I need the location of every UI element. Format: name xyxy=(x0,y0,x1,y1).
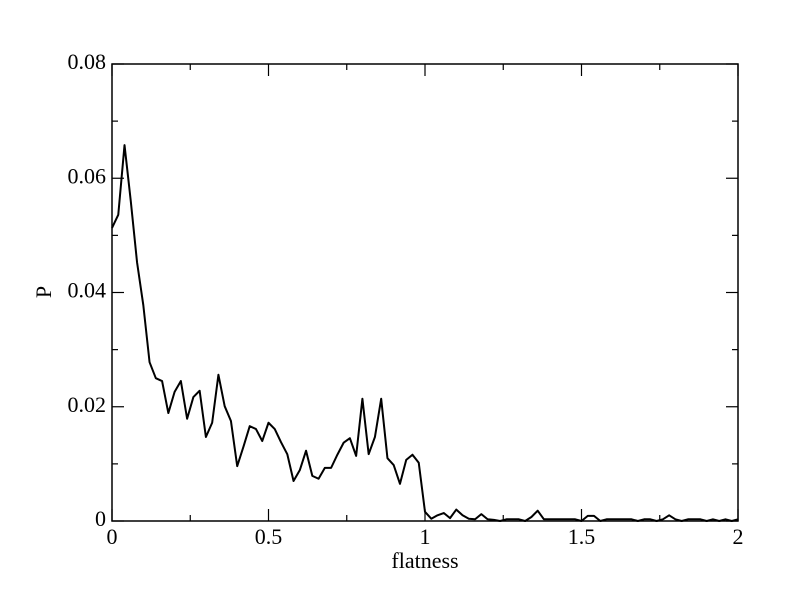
x-tick-label: 2 xyxy=(733,524,744,549)
plot-frame xyxy=(111,63,739,522)
x-tick-label: 1.5 xyxy=(568,524,596,549)
y-tick-label: 0.02 xyxy=(68,392,107,417)
y-axis-label: P xyxy=(31,286,56,298)
x-tick-label: 0 xyxy=(107,524,118,549)
x-tick-label: 1 xyxy=(420,524,431,549)
x-tick-label: 0.5 xyxy=(255,524,283,549)
y-tick-label: 0.06 xyxy=(68,163,107,188)
y-tick-label: 0.08 xyxy=(68,49,107,74)
y-tick-label: 0.04 xyxy=(68,278,107,303)
data-line xyxy=(111,144,739,522)
y-tick-label: 0 xyxy=(95,506,106,531)
x-axis-label: flatness xyxy=(391,548,458,573)
